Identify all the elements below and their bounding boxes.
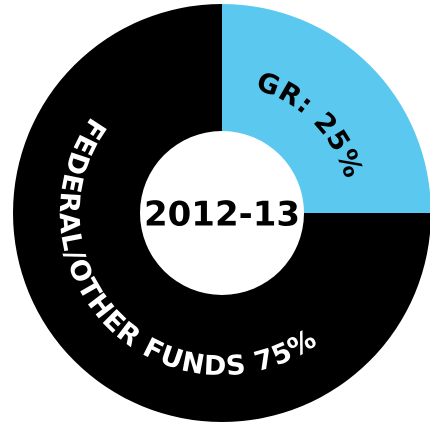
center-label: 2012-13 [144, 195, 300, 235]
slice [222, 4, 430, 213]
slice [13, 4, 430, 422]
